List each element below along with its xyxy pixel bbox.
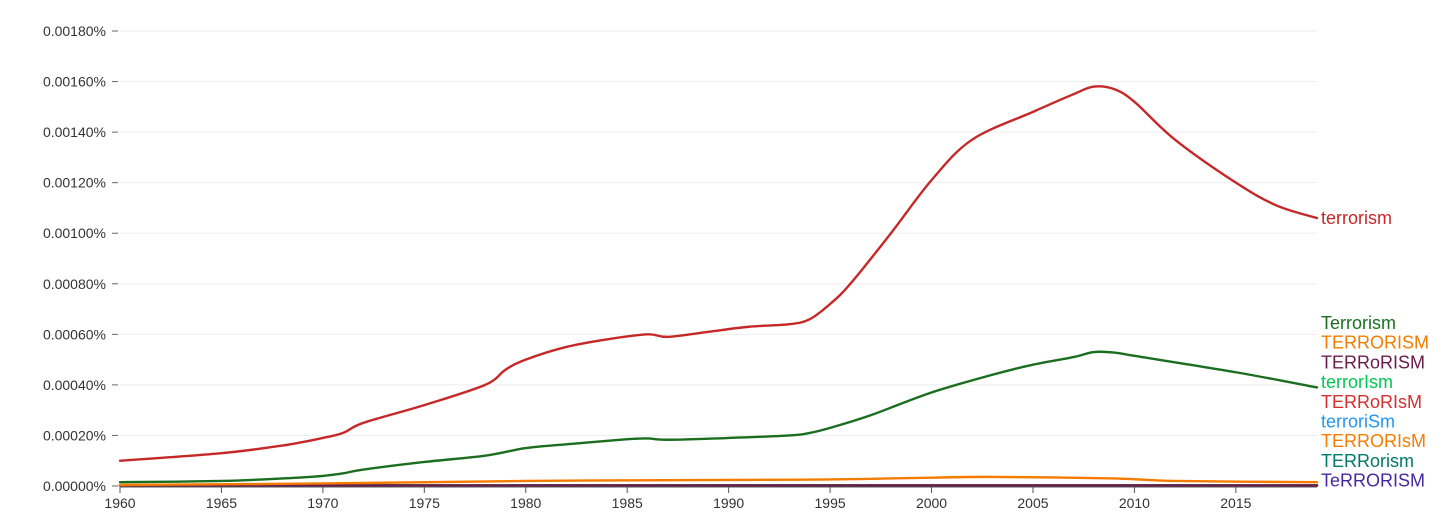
series-label-terrorism: terrorism	[1321, 208, 1392, 228]
series-label-TERRORISM: TERRORISM	[1321, 333, 1429, 353]
x-tick-label: 1970	[307, 495, 338, 511]
x-tick-label: 2000	[916, 495, 947, 511]
y-tick-label: 0.00040%	[43, 377, 106, 393]
y-tick-label: 0.00180%	[43, 23, 106, 39]
x-tick-label: 1965	[206, 495, 237, 511]
series-label-terroriSm: terroriSm	[1321, 412, 1395, 432]
x-tick-label: 2010	[1119, 495, 1150, 511]
series-label-TERRoRIsM: TERRoRIsM	[1321, 392, 1422, 412]
x-tick-label: 1980	[510, 495, 541, 511]
series-label-TERRorism: TERRorism	[1321, 451, 1414, 471]
series-label-TERRORIsM: TERRORIsM	[1321, 431, 1426, 451]
x-tick-label: 1960	[104, 495, 135, 511]
y-tick-label: 0.00120%	[43, 175, 106, 191]
y-tick-label: 0.00080%	[43, 276, 106, 292]
x-tick-label: 1985	[612, 495, 643, 511]
y-tick-label: 0.00100%	[43, 225, 106, 241]
series-lines	[118, 85, 1319, 487]
series-label-TeRRORISM: TeRRORISM	[1321, 471, 1425, 491]
x-tick-label: 2015	[1220, 495, 1251, 511]
x-axis: 1960 1965 1970 1975 1980 1985 1990 1995 2000 2005…	[104, 486, 1317, 511]
x-tick-label: 1990	[713, 495, 744, 511]
y-axis: 0.00180% 0.00160% 0.00140% 0.00120% 0.00100%…	[43, 23, 118, 494]
x-tick-label: 1975	[409, 495, 440, 511]
y-tick-label: 0.00160%	[43, 74, 106, 90]
y-tick-label: 0.00000%	[43, 478, 106, 494]
series-line-terrorism[interactable]	[118, 85, 1319, 462]
y-tick-label: 0.00020%	[43, 427, 106, 443]
grid	[120, 30, 1317, 436]
x-tick-label: 2005	[1017, 495, 1048, 511]
series-label-Terrorism: Terrorism	[1321, 313, 1396, 333]
series-line-Terrorism[interactable]	[118, 350, 1319, 484]
x-tick-label: 1995	[815, 495, 846, 511]
series-label-TERRoRISM: TERRoRISM	[1321, 352, 1425, 372]
series-line-TERRORISM[interactable]	[118, 475, 1319, 487]
y-tick-label: 0.00140%	[43, 124, 106, 140]
y-tick-label: 0.00060%	[43, 326, 106, 342]
series-label-terrorIsm: terrorIsm	[1321, 372, 1393, 392]
series-labels: terrorismTerrorismTERRORISMTERRoRISMterr…	[1321, 208, 1429, 491]
